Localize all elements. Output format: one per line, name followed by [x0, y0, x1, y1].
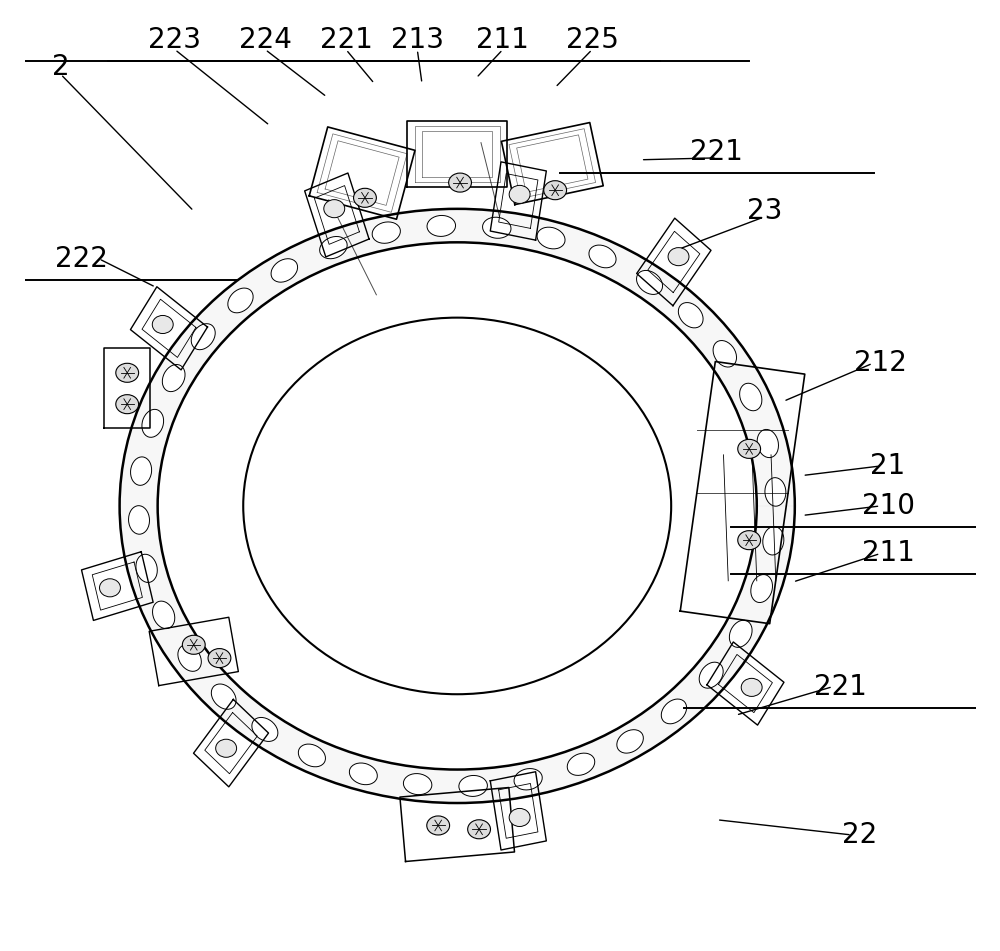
Ellipse shape — [349, 763, 377, 785]
Ellipse shape — [403, 773, 432, 795]
Ellipse shape — [509, 808, 530, 826]
Text: 211: 211 — [862, 539, 914, 568]
Text: 23: 23 — [747, 197, 782, 225]
Ellipse shape — [514, 768, 542, 790]
Ellipse shape — [449, 173, 471, 192]
Ellipse shape — [136, 554, 157, 582]
Ellipse shape — [208, 649, 231, 668]
Text: 223: 223 — [148, 26, 201, 54]
Ellipse shape — [116, 395, 139, 414]
Ellipse shape — [153, 601, 175, 629]
Text: 222: 222 — [55, 244, 108, 273]
Ellipse shape — [459, 775, 487, 796]
Ellipse shape — [751, 574, 772, 603]
Ellipse shape — [427, 816, 450, 835]
Text: 2: 2 — [52, 52, 69, 81]
Ellipse shape — [211, 684, 236, 709]
Ellipse shape — [131, 456, 152, 485]
Ellipse shape — [324, 200, 345, 218]
Ellipse shape — [729, 620, 752, 648]
Ellipse shape — [427, 216, 456, 237]
Ellipse shape — [320, 237, 347, 259]
Text: 21: 21 — [870, 452, 906, 480]
Ellipse shape — [162, 364, 185, 392]
Text: 225: 225 — [566, 26, 619, 54]
Ellipse shape — [216, 739, 237, 757]
Ellipse shape — [617, 729, 643, 753]
Text: 213: 213 — [391, 26, 444, 54]
Ellipse shape — [152, 316, 173, 334]
Ellipse shape — [372, 222, 400, 243]
Ellipse shape — [182, 635, 205, 654]
Text: 221: 221 — [814, 672, 867, 701]
Ellipse shape — [228, 288, 253, 313]
Text: 224: 224 — [239, 26, 292, 54]
Ellipse shape — [699, 662, 723, 689]
Polygon shape — [120, 209, 795, 803]
Ellipse shape — [252, 717, 278, 742]
Text: 221: 221 — [690, 138, 743, 166]
Ellipse shape — [757, 430, 778, 457]
Ellipse shape — [483, 217, 511, 239]
Ellipse shape — [740, 383, 762, 411]
Ellipse shape — [637, 270, 663, 295]
Ellipse shape — [567, 753, 595, 775]
Ellipse shape — [763, 527, 784, 555]
Ellipse shape — [271, 259, 298, 282]
Ellipse shape — [589, 245, 616, 268]
Ellipse shape — [100, 579, 120, 597]
Ellipse shape — [738, 531, 761, 550]
Ellipse shape — [116, 363, 139, 382]
Ellipse shape — [354, 188, 376, 207]
Ellipse shape — [738, 439, 761, 458]
Text: 221: 221 — [320, 26, 372, 54]
Ellipse shape — [661, 699, 687, 724]
Ellipse shape — [468, 820, 490, 839]
Ellipse shape — [142, 409, 164, 437]
Ellipse shape — [298, 744, 325, 767]
Text: 210: 210 — [862, 492, 915, 520]
Ellipse shape — [668, 247, 689, 265]
Ellipse shape — [765, 477, 786, 506]
Text: 22: 22 — [842, 821, 877, 849]
Ellipse shape — [713, 340, 737, 367]
Ellipse shape — [129, 506, 149, 534]
Ellipse shape — [509, 185, 530, 204]
Ellipse shape — [678, 302, 703, 328]
Ellipse shape — [191, 323, 215, 350]
Ellipse shape — [537, 227, 565, 249]
Text: 211: 211 — [476, 26, 529, 54]
Ellipse shape — [178, 645, 201, 671]
Ellipse shape — [544, 181, 567, 200]
Ellipse shape — [741, 678, 762, 696]
Text: 212: 212 — [854, 349, 907, 378]
